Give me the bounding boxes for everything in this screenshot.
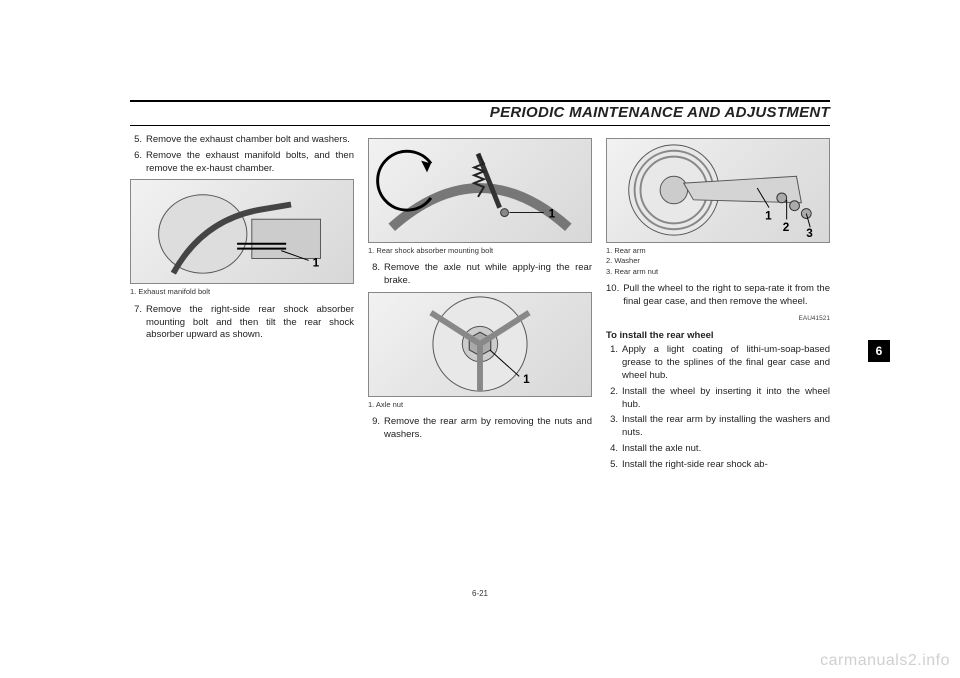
content-columns: 5. Remove the exhaust chamber bolt and w… bbox=[130, 134, 830, 554]
callout-1: 1 bbox=[313, 257, 320, 270]
page-header: PERIODIC MAINTENANCE AND ADJUSTMENT bbox=[130, 100, 830, 126]
step-number: 7. bbox=[130, 304, 146, 342]
step-text: Install the rear arm by installing the w… bbox=[622, 414, 830, 440]
step-number: 9. bbox=[368, 416, 384, 442]
step-number: 2. bbox=[606, 386, 622, 412]
reference-code: EAU41521 bbox=[606, 315, 830, 324]
step: 7. Remove the right-side rear shock abso… bbox=[130, 304, 354, 342]
figure-caption: 1. Rear shock absorber mounting bolt bbox=[368, 246, 592, 255]
step-text: Remove the exhaust manifold bolts, and t… bbox=[146, 150, 354, 176]
figure-shock-absorber: 1 bbox=[368, 138, 592, 243]
caption-line: 2. Washer bbox=[606, 256, 830, 265]
figure-caption: 1. Axle nut bbox=[368, 400, 592, 409]
callout-3: 3 bbox=[806, 227, 813, 240]
step-number: 3. bbox=[606, 414, 622, 440]
figure-caption: 1. Rear arm 2. Washer 3. Rear arm nut bbox=[606, 246, 830, 276]
step-number: 5. bbox=[130, 134, 146, 147]
column-3: 1 2 3 1. Rear arm 2. Washer 3. Rear arm … bbox=[606, 134, 830, 554]
step-text: Remove the exhaust chamber bolt and wash… bbox=[146, 134, 354, 147]
step-text: Install the axle nut. bbox=[622, 443, 830, 456]
step-number: 6. bbox=[130, 150, 146, 176]
step-number: 5. bbox=[606, 459, 622, 472]
figure-axle-nut: 1 bbox=[368, 292, 592, 397]
callout-1: 1 bbox=[523, 373, 530, 386]
subheading: To install the rear wheel bbox=[606, 330, 830, 343]
callout-1: 1 bbox=[765, 209, 772, 222]
step-number: 8. bbox=[368, 262, 384, 288]
step: 10. Pull the wheel to the right to sepa-… bbox=[606, 283, 830, 309]
step-number: 10. bbox=[606, 283, 623, 309]
caption-line: 3. Rear arm nut bbox=[606, 267, 830, 276]
step-text: Install the right-side rear shock ab- bbox=[622, 459, 830, 472]
step: 2. Install the wheel by inserting it int… bbox=[606, 386, 830, 412]
step-text: Remove the right-side rear shock absorbe… bbox=[146, 304, 354, 342]
step-text: Install the wheel by inserting it into t… bbox=[622, 386, 830, 412]
step-text: Remove the axle nut while apply-ing the … bbox=[384, 262, 592, 288]
column-2: 1 1. Rear shock absorber mounting bolt 8… bbox=[368, 134, 592, 554]
page-title: PERIODIC MAINTENANCE AND ADJUSTMENT bbox=[490, 104, 830, 121]
manual-page: PERIODIC MAINTENANCE AND ADJUSTMENT 5. R… bbox=[130, 100, 830, 580]
step: 5. Remove the exhaust chamber bolt and w… bbox=[130, 134, 354, 147]
page-number: 6-21 bbox=[472, 589, 488, 598]
step: 6. Remove the exhaust manifold bolts, an… bbox=[130, 150, 354, 176]
section-tab: 6 bbox=[868, 340, 890, 362]
step-number: 1. bbox=[606, 344, 622, 382]
caption-line: 1. Rear arm bbox=[606, 246, 830, 255]
watermark: carmanuals2.info bbox=[820, 652, 950, 670]
figure-caption: 1. Exhaust manifold bolt bbox=[130, 287, 354, 296]
step: 9. Remove the rear arm by removing the n… bbox=[368, 416, 592, 442]
step-text: Pull the wheel to the right to sepa-rate… bbox=[623, 283, 830, 309]
figure-exhaust-manifold: 1 bbox=[130, 179, 354, 284]
step: 8. Remove the axle nut while apply-ing t… bbox=[368, 262, 592, 288]
column-1: 5. Remove the exhaust chamber bolt and w… bbox=[130, 134, 354, 554]
step: 4. Install the axle nut. bbox=[606, 443, 830, 456]
step: 1. Apply a light coating of lithi-um-soa… bbox=[606, 344, 830, 382]
callout-2: 2 bbox=[783, 221, 790, 234]
step: 3. Install the rear arm by installing th… bbox=[606, 414, 830, 440]
step-text: Remove the rear arm by removing the nuts… bbox=[384, 416, 592, 442]
figure-rear-arm: 1 2 3 bbox=[606, 138, 830, 243]
step-number: 4. bbox=[606, 443, 622, 456]
step: 5. Install the right-side rear shock ab- bbox=[606, 459, 830, 472]
step-text: Apply a light coating of lithi-um-soap-b… bbox=[622, 344, 830, 382]
callout-1: 1 bbox=[549, 207, 556, 220]
